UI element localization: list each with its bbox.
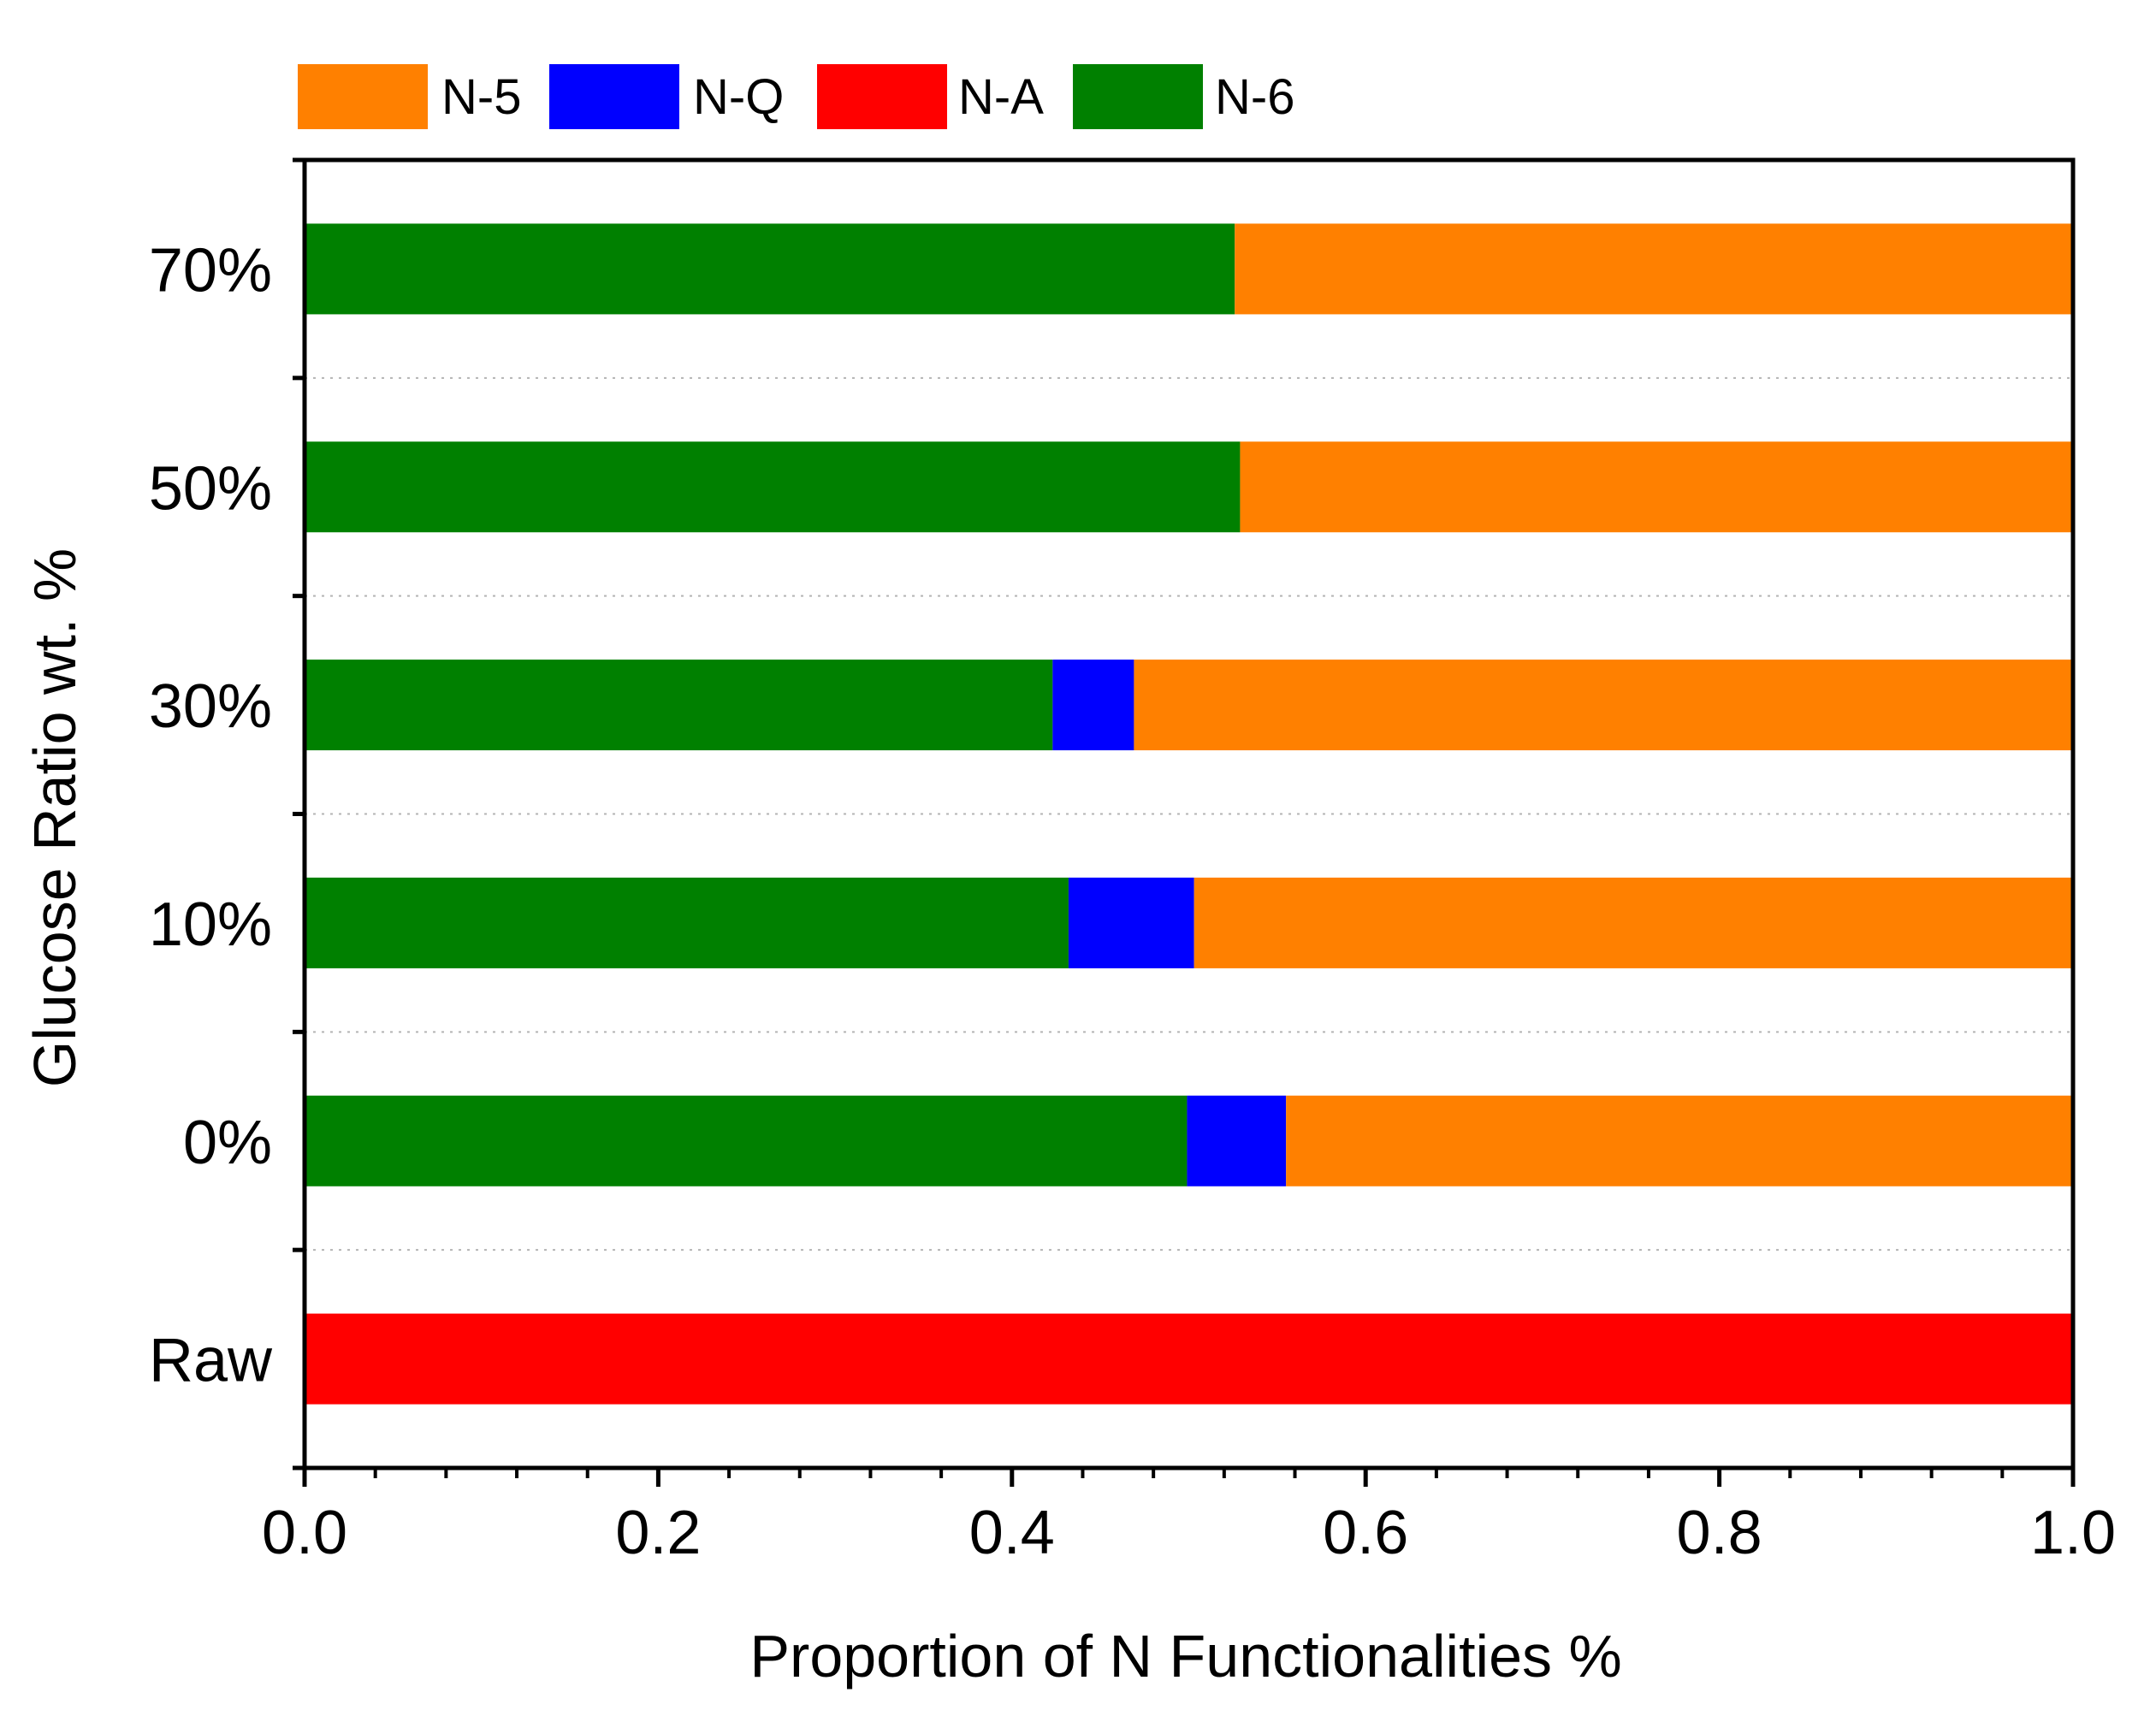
y-category-label: 30% xyxy=(149,672,272,741)
bar-segment-n-5-5 xyxy=(1235,223,2073,315)
x-tick-label: 1.0 xyxy=(2030,1499,2116,1567)
bar-segment-n-5-3 xyxy=(1134,660,2073,751)
bar-segment-n-q-3 xyxy=(1052,660,1134,751)
x-tick-label: 0.0 xyxy=(262,1499,347,1567)
legend-label-n-a: N-A xyxy=(958,69,1044,125)
x-tick-label: 0.4 xyxy=(969,1499,1055,1567)
legend: N-5 N-Q N-A N-6 xyxy=(298,64,1294,129)
x-tick-label: 0.8 xyxy=(1677,1499,1762,1567)
bar-segment-n-6-5 xyxy=(305,223,1235,315)
gridlines xyxy=(305,376,2073,1252)
x-tick-label: 0.6 xyxy=(1323,1499,1408,1567)
bar-segment-n-5-4 xyxy=(1240,441,2073,533)
axes: 0.0 0.2 0.4 0.6 0.8 1.0 Raw 0% 10% 30% 50% 70% xyxy=(149,157,2116,1567)
bar-segment-n-q-2 xyxy=(1068,877,1194,968)
legend-swatch-n-a xyxy=(817,64,947,129)
bar-segment-n-5-1 xyxy=(1286,1095,2073,1186)
bar-segment-n-6-4 xyxy=(305,441,1241,533)
bar-segment-n-q-1 xyxy=(1187,1095,1287,1186)
y-category-label: 50% xyxy=(149,454,272,523)
y-category-label: 70% xyxy=(149,236,272,305)
x-tick-label: 0.2 xyxy=(615,1499,701,1567)
legend-label-n-6: N-6 xyxy=(1215,69,1294,125)
bar-segment-n-6-1 xyxy=(305,1095,1188,1186)
bar-segment-n-a-0 xyxy=(305,1313,2073,1405)
legend-swatch-n-q xyxy=(549,64,679,129)
legend-swatch-n-5 xyxy=(298,64,428,129)
bar-segment-n-6-3 xyxy=(305,660,1053,751)
legend-label-n-q: N-Q xyxy=(693,69,784,125)
x-axis-title: Proportion of N Functionalities % xyxy=(749,1623,1621,1689)
bar-segment-n-5-2 xyxy=(1194,877,2073,968)
bar-segment-n-6-2 xyxy=(305,877,1069,968)
y-axis-title: Glucose Ratio wt. % xyxy=(21,548,88,1087)
y-category-label: 10% xyxy=(149,891,272,959)
legend-label-n-5: N-5 xyxy=(441,69,521,125)
y-category-label: 0% xyxy=(183,1109,272,1177)
y-category-label: Raw xyxy=(149,1327,273,1395)
legend-swatch-n-6 xyxy=(1073,64,1203,129)
bars xyxy=(305,223,2073,1405)
